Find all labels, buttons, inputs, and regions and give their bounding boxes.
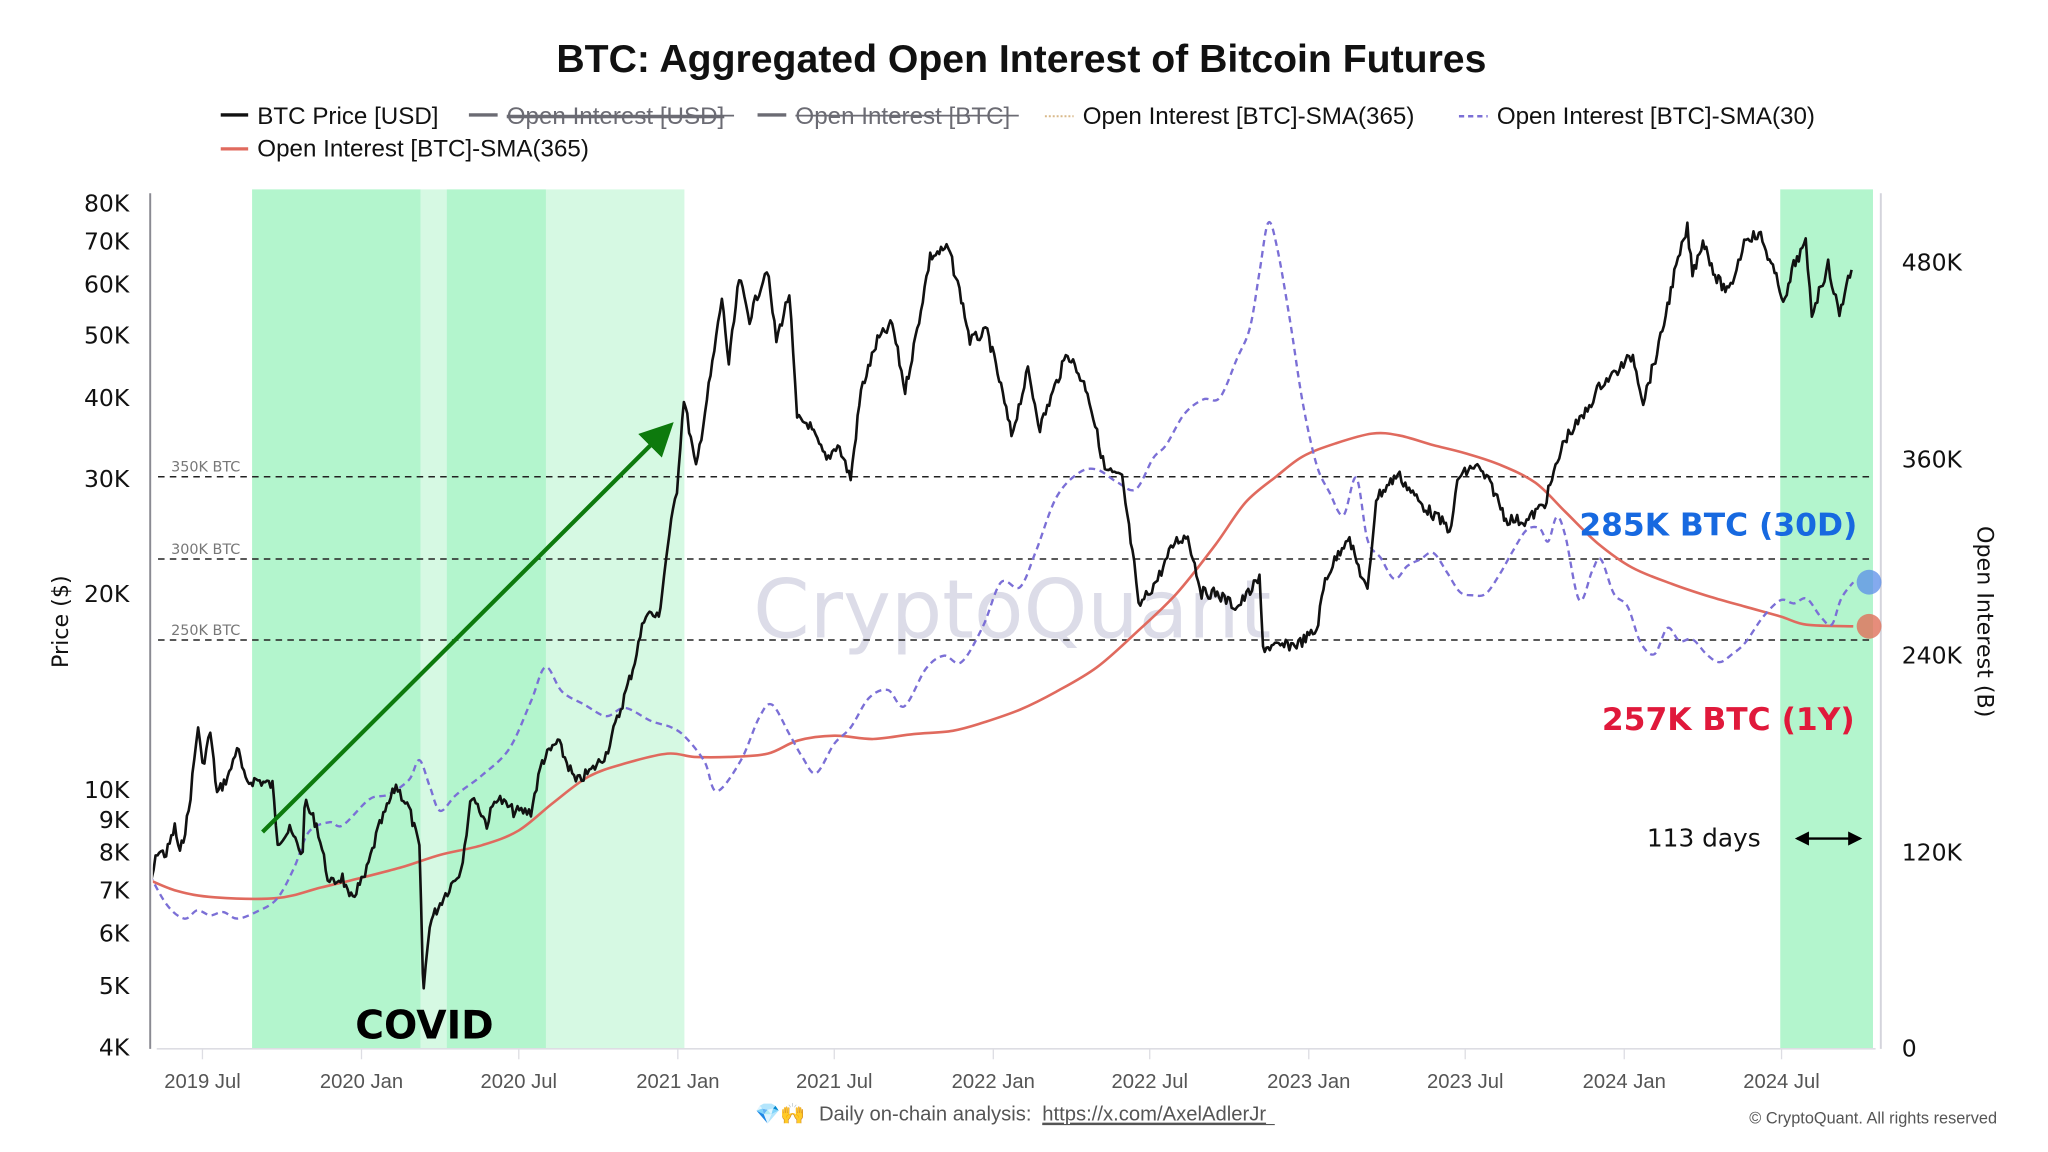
legend-label: Open Interest [USD] [507,103,725,130]
left-axis-title: Price ($) [48,575,74,668]
series-btc-price [152,221,1853,990]
shade-band-light [420,189,447,1049]
left-axis-ticks: 80K 70K 60K 50K 40K 30K 20K 10K 9K 8K 7K… [84,190,130,1062]
btc-level-lines: 350K BTC 300K BTC 250K BTC [158,460,1873,641]
legend-label: Open Interest [BTC]-SMA(365) [1083,103,1415,130]
tick-label: 30K [84,465,130,493]
oi-30d-annotation: 285K BTC (30D) [1579,508,1857,544]
legend: BTC Price [USD] Open Interest [USD] Open… [220,103,1815,163]
days-annotation: 113 days [1647,823,1761,852]
tick-label: 8K [99,839,130,867]
endpoint-marker-sma30 [1856,569,1882,595]
shade-band [1780,189,1873,1049]
footer: 💎🙌 Daily on-chain analysis: https://x.co… [755,1103,1997,1128]
endpoint-marker-sma365 [1856,613,1882,639]
x-tick-label: 2022 Jul [1111,1071,1188,1093]
x-tick-label: 2024 Jan [1583,1071,1666,1093]
tick-label: 5K [99,972,130,1000]
legend-item-oi-usd[interactable]: Open Interest [USD] [468,103,735,130]
copyright: © CryptoQuant. All rights reserved [1749,1109,1997,1127]
trend-arrow-icon [261,422,674,834]
shaded-periods [252,189,1873,1049]
legend-label: Open Interest [BTC]-SMA(365) [257,136,589,163]
x-tick-label: 2021 Jul [796,1071,873,1093]
x-tick-label: 2023 Jul [1427,1071,1504,1093]
tick-label: 6K [99,920,130,948]
shade-band [252,189,421,1049]
covid-label: COVID [355,1003,493,1048]
x-tick-label: 2023 Jan [1267,1071,1350,1093]
level-label: 250K BTC [171,623,240,639]
tick-label: 70K [84,227,130,255]
legend-item-oi-sma365[interactable]: Open Interest [BTC]-SMA(365) [220,136,589,163]
oi-1y-annotation: 257K BTC (1Y) [1602,702,1855,738]
footer-link[interactable]: https://x.com/AxelAdlerJr [1042,1104,1266,1126]
right-axis-ticks: 480K 360K 240K 120K 0 [1902,248,1963,1062]
legend-item-btc-price[interactable]: BTC Price [USD] [220,103,439,130]
legend-item-oi-sma365-dotted[interactable]: Open Interest [BTC]-SMA(365) [1044,103,1415,130]
legend-item-oi-sma30[interactable]: Open Interest [BTC]-SMA(30) [1458,103,1815,130]
tick-label: 20K [84,580,130,608]
series-layer [152,220,1855,990]
legend-item-oi-btc[interactable]: Open Interest [BTC] [757,103,1019,130]
tick-label: 120K [1902,839,1963,867]
x-tick-label: 2020 Jul [481,1071,558,1093]
tick-label: 240K [1902,642,1963,670]
tick-label: 80K [84,190,130,218]
chart-title: BTC: Aggregated Open Interest of Bitcoin… [556,38,1486,81]
series-oi-sma30 [152,220,1855,920]
tick-label: 360K [1902,446,1963,474]
tick-label: 50K [84,322,130,350]
series-oi-sma365 [152,431,1854,901]
shade-band [446,189,546,1049]
legend-label: Open Interest [BTC] [795,103,1010,130]
tick-label: 7K [99,877,130,905]
watermark: CryptoQuant [753,563,1271,657]
level-label: 350K BTC [171,460,240,476]
footer-text: Daily on-chain analysis: [819,1104,1032,1126]
legend-label: BTC Price [USD] [257,103,438,130]
tick-label: 10K [84,776,130,804]
tick-label: 0 [1902,1035,1917,1063]
tick-label: 40K [84,384,130,412]
level-label: 300K BTC [171,542,240,558]
x-tick-label: 2022 Jan [952,1071,1035,1093]
x-axis-ticks: 2019 Jul 2020 Jan 2020 Jul 2021 Jan 2021 Jul… [164,1048,1820,1093]
footer-emoji-icon: 💎🙌 [755,1103,805,1126]
right-axis-title: Open Interest (B) [1971,526,1997,717]
tick-label: 9K [99,806,130,834]
x-tick-label: 2020 Jan [320,1071,403,1093]
x-tick-label: 2019 Jul [164,1071,241,1093]
tick-label: 480K [1902,248,1963,276]
x-tick-label: 2024 Jul [1743,1071,1820,1093]
legend-label: Open Interest [BTC]-SMA(30) [1497,103,1815,130]
tick-label: 60K [84,271,130,299]
tick-label: 4K [99,1033,130,1061]
shade-band-light [545,189,685,1049]
x-tick-label: 2021 Jan [636,1071,719,1093]
